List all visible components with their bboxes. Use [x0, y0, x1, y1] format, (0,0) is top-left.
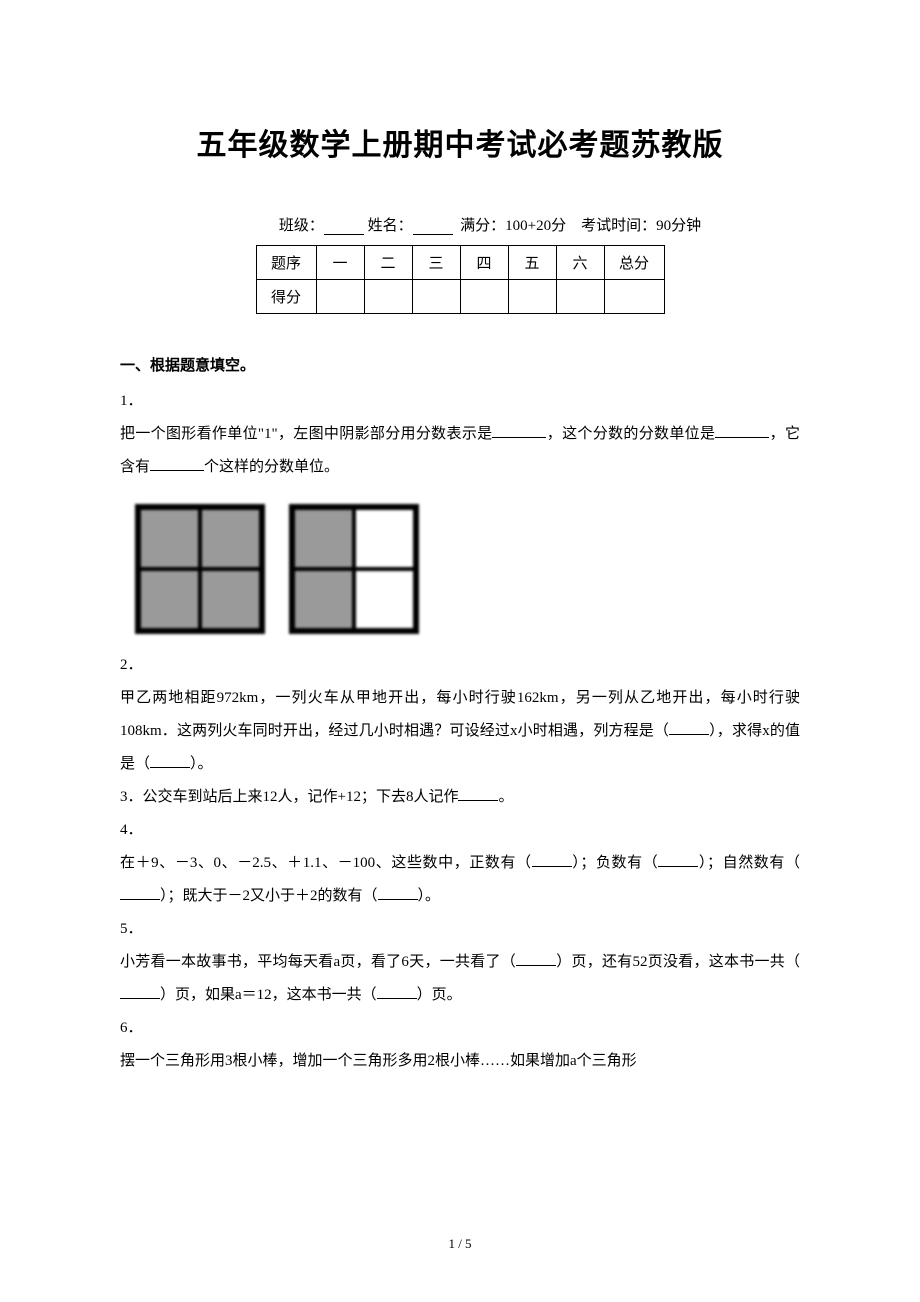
q4-c: ）；自然数有（: [698, 855, 800, 871]
q3-num: 3．: [120, 789, 143, 805]
th-6: 六: [556, 246, 604, 280]
td-blank: [364, 280, 412, 314]
td-blank: [316, 280, 364, 314]
exam-info-line: 班级： 姓名： 满分：100+20分 考试时间：90分钟: [120, 214, 800, 235]
th-seq: 题序: [256, 246, 316, 280]
q5-c: ）页，如果a＝12，这本书一共（: [160, 987, 377, 1003]
q6-a: 摆一个三角形用3根小棒，增加一个三角形多用2根小棒……如果增加a个三角形: [120, 1053, 637, 1069]
q5-text: 小芳看一本故事书，平均每天看a页，看了6天，一共看了（ ）页，还有52页没看，这本…: [120, 946, 800, 1012]
q1-a: 把一个图形看作单位"1"，左图中阴影部分用分数表示是: [120, 426, 492, 442]
blank: [150, 753, 190, 768]
blank: [120, 984, 160, 999]
td-blank: [460, 280, 508, 314]
cell: [139, 569, 200, 630]
q4-b: ）；负数有（: [572, 855, 659, 871]
blank: [378, 885, 418, 900]
q3-text: 3．公交车到站后上来12人，记作+12；下去8人记作 。: [120, 781, 800, 814]
cell: [293, 508, 354, 569]
figure-left: [135, 504, 265, 634]
blank: [458, 786, 498, 801]
name-blank: [413, 217, 453, 235]
q6-text: 摆一个三角形用3根小棒，增加一个三角形多用2根小棒……如果增加a个三角形: [120, 1045, 800, 1078]
th-1: 一: [316, 246, 364, 280]
blank: [377, 984, 417, 999]
cell: [354, 569, 415, 630]
q5-d: ）页。: [417, 987, 462, 1003]
q2-text: 甲乙两地相距972km，一列火车从甲地开出，每小时行驶162km，另一列从乙地开…: [120, 682, 800, 781]
q4-e: ）。: [418, 888, 441, 904]
table-row: 得分: [256, 280, 664, 314]
th-2: 二: [364, 246, 412, 280]
fullscore-label: 满分：100+20分: [460, 218, 566, 234]
q1-text: 把一个图形看作单位"1"，左图中阴影部分用分数表示是，这个分数的分数单位是，它含…: [120, 418, 800, 484]
q1-d: 个这样的分数单位。: [204, 459, 339, 475]
q1-figures: [135, 504, 800, 634]
blank: [669, 720, 709, 735]
q5-number: 5．: [120, 913, 800, 946]
cell: [200, 508, 261, 569]
td-blank: [412, 280, 460, 314]
td-score-label: 得分: [256, 280, 316, 314]
class-label: 班级：: [279, 218, 324, 234]
blank: [715, 423, 769, 438]
q2-c: ）。: [190, 756, 213, 772]
page-footer: 1 / 5: [0, 1236, 920, 1252]
document-title: 五年级数学上册期中考试必考题苏教版: [120, 120, 800, 164]
q2-number: 2．: [120, 649, 800, 682]
q4-number: 4．: [120, 814, 800, 847]
section-heading-1: 一、根据题意填空。: [120, 354, 800, 375]
figure-right: [289, 504, 419, 634]
q5-b: ）页，还有52页没看，这本书一共（: [556, 954, 800, 970]
cell: [139, 508, 200, 569]
time-label: 考试时间：90分钟: [581, 218, 701, 234]
q3-b: 。: [498, 789, 513, 805]
q6-number: 6．: [120, 1012, 800, 1045]
blank: [532, 852, 572, 867]
name-label: 姓名：: [368, 218, 413, 234]
td-blank: [604, 280, 664, 314]
q4-a: 在＋9、－3、0、－2.5、＋1.1、－100、这些数中，正数有（: [120, 855, 532, 871]
q4-text: 在＋9、－3、0、－2.5、＋1.1、－100、这些数中，正数有（ ）；负数有（ ）…: [120, 847, 800, 913]
class-blank: [324, 217, 364, 235]
blank: [492, 423, 546, 438]
blank: [150, 456, 204, 471]
th-4: 四: [460, 246, 508, 280]
blank: [516, 951, 556, 966]
blank: [120, 885, 160, 900]
td-blank: [556, 280, 604, 314]
td-blank: [508, 280, 556, 314]
q4-d: ）；既大于－2又小于＋2的数有（: [160, 888, 378, 904]
th-5: 五: [508, 246, 556, 280]
th-total: 总分: [604, 246, 664, 280]
cell: [200, 569, 261, 630]
cell: [354, 508, 415, 569]
table-row: 题序 一 二 三 四 五 六 总分: [256, 246, 664, 280]
cell: [293, 569, 354, 630]
th-3: 三: [412, 246, 460, 280]
score-table: 题序 一 二 三 四 五 六 总分 得分: [256, 245, 665, 314]
q3-a: 公交车到站后上来12人，记作+12；下去8人记作: [143, 789, 459, 805]
blank: [658, 852, 698, 867]
q5-a: 小芳看一本故事书，平均每天看a页，看了6天，一共看了（: [120, 954, 516, 970]
q1-number: 1．: [120, 385, 800, 418]
q1-b: ，这个分数的分数单位是: [546, 426, 715, 442]
